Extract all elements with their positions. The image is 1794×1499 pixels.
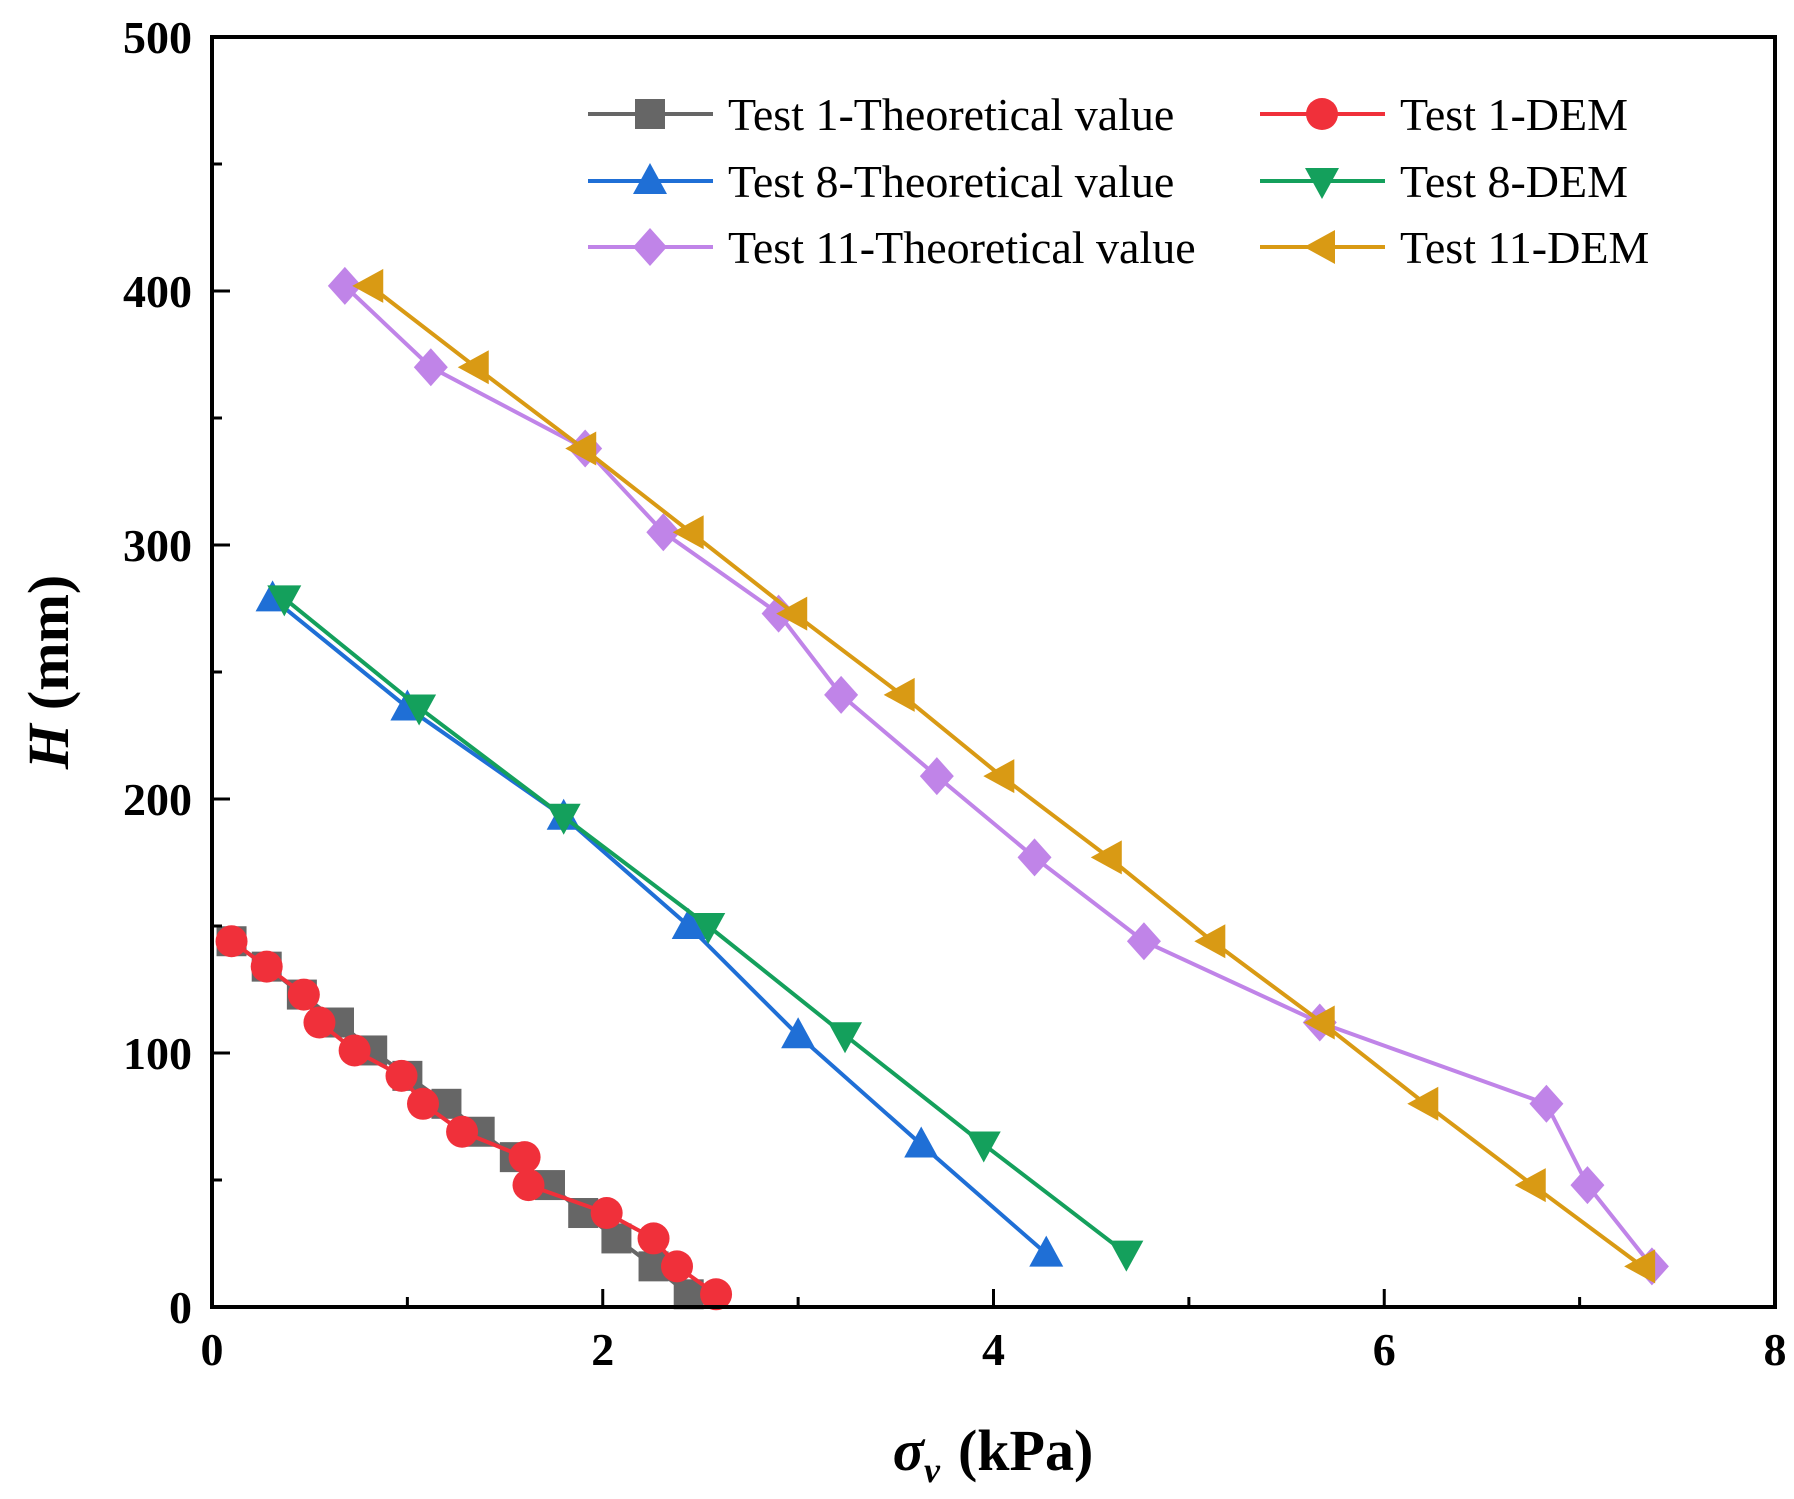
legend-swatch-marker — [635, 99, 665, 129]
data-point — [446, 1115, 479, 1148]
series-2 — [215, 925, 733, 1311]
legend-entry: Test 11-DEM — [1260, 222, 1649, 273]
x-axis-symbol: σ — [893, 1418, 926, 1483]
y-tick-label: 400 — [123, 266, 192, 317]
legend-entry: Test 8-Theoretical value — [588, 156, 1174, 207]
series-6 — [352, 268, 1656, 1284]
legend-label: Test 1-DEM — [1400, 89, 1628, 140]
data-point — [637, 1222, 670, 1255]
data-point — [338, 1034, 371, 1067]
legend-swatch-marker — [1304, 230, 1335, 264]
data-point — [883, 677, 915, 712]
x-tick-label: 2 — [591, 1324, 614, 1375]
data-point — [966, 1131, 1001, 1163]
x-axis-subscript: v — [924, 1450, 941, 1490]
legend-label: Test 8-DEM — [1400, 156, 1628, 207]
legend-label: Test 11-Theoretical value — [728, 222, 1196, 273]
data-point — [1017, 838, 1052, 877]
y-axis-title: H (mm) — [16, 575, 81, 770]
data-point — [287, 978, 320, 1011]
x-tick-label: 8 — [1764, 1324, 1787, 1375]
data-point — [402, 694, 437, 726]
y-axis-symbol: H — [16, 722, 81, 770]
data-point — [1029, 1235, 1064, 1267]
data-point — [1109, 1240, 1144, 1272]
y-tick-label: 300 — [123, 520, 192, 571]
data-point — [1624, 1249, 1656, 1284]
data-point — [824, 675, 859, 714]
data-point — [250, 950, 283, 983]
plot-marks — [215, 266, 1669, 1311]
legend-entry: Test 8-DEM — [1260, 156, 1628, 207]
legend-swatch-marker — [633, 228, 667, 266]
data-point — [352, 268, 384, 303]
legend-swatch-marker — [1306, 98, 1338, 130]
data-point — [457, 350, 489, 385]
data-point — [781, 1017, 816, 1049]
data-point — [546, 803, 581, 835]
x-axis-unit: (kPa) — [958, 1418, 1093, 1483]
data-point — [919, 757, 954, 796]
data-point — [407, 1087, 440, 1120]
legend-swatch-marker — [633, 163, 667, 194]
data-point — [904, 1126, 939, 1158]
data-point — [700, 1278, 733, 1311]
y-tick-label: 0 — [169, 1282, 192, 1333]
data-point — [508, 1141, 541, 1174]
legend-label: Test 11-DEM — [1400, 222, 1649, 273]
data-point — [385, 1059, 418, 1092]
data-point — [1570, 1166, 1605, 1205]
data-point — [1126, 922, 1161, 961]
legend-entry: Test 1-Theoretical value — [588, 89, 1174, 140]
x-tick-label: 6 — [1373, 1324, 1396, 1375]
data-point — [828, 1022, 863, 1054]
series-4 — [267, 585, 1144, 1272]
series-3 — [255, 580, 1064, 1267]
data-point — [512, 1169, 545, 1202]
tick-labels: 0 2 4 6 8 0 100 200 300 400 500 — [123, 12, 1787, 1375]
data-point — [1090, 840, 1122, 875]
data-point — [1194, 924, 1226, 959]
data-point — [691, 913, 726, 944]
y-tick-label: 500 — [123, 12, 192, 63]
data-point — [565, 431, 597, 466]
data-point — [215, 925, 248, 958]
x-tick-label: 4 — [982, 1324, 1005, 1375]
data-point — [327, 266, 362, 305]
legend-label: Test 1-Theoretical value — [728, 89, 1174, 140]
data-point — [590, 1197, 623, 1230]
data-point — [646, 513, 681, 552]
data-point — [660, 1250, 693, 1283]
legend: Test 1-Theoretical value Test 1-DEM Test 8… — [588, 89, 1649, 273]
data-point — [1303, 1005, 1335, 1040]
data-point — [413, 348, 448, 387]
axis-ticks — [210, 35, 1777, 1309]
data-point — [303, 1006, 336, 1039]
legend-entry: Test 1-DEM — [1260, 89, 1628, 140]
legend-label: Test 8-Theoretical value — [728, 156, 1174, 207]
y-tick-label: 200 — [123, 774, 192, 825]
x-tick-label: 0 — [201, 1324, 224, 1375]
data-point — [1514, 1168, 1546, 1203]
y-axis-unit: (mm) — [16, 575, 81, 710]
x-axis-title: σv (kPa) — [893, 1418, 1094, 1490]
data-point — [267, 585, 302, 617]
data-point — [776, 596, 808, 631]
y-tick-label: 100 — [123, 1028, 192, 1079]
data-point — [1407, 1086, 1439, 1121]
data-point — [671, 908, 706, 939]
data-point — [983, 759, 1015, 794]
legend-entry: Test 11-Theoretical value — [588, 222, 1196, 273]
legend-swatch-marker — [1305, 168, 1339, 199]
data-point — [672, 515, 704, 550]
data-point — [1529, 1084, 1564, 1123]
